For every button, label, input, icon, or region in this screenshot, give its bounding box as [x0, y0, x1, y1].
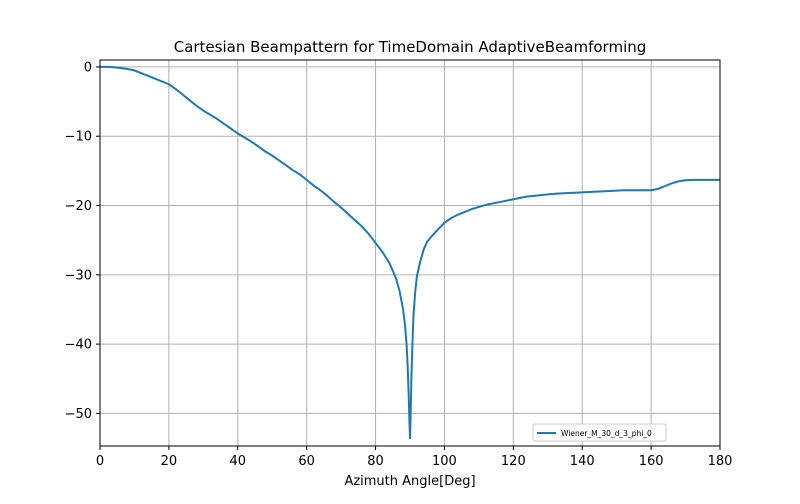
y-tick-label: −20 — [65, 199, 92, 214]
x-tick-label: 60 — [298, 454, 315, 469]
x-axis-label: Azimuth Angle[Deg] — [344, 474, 475, 489]
y-tick-label: −10 — [65, 130, 92, 145]
grid — [99, 60, 721, 446]
x-tick-label: 160 — [639, 454, 664, 469]
plot-area — [100, 65, 720, 440]
x-tick-label: 20 — [161, 454, 178, 469]
ticks: 0 20 40 60 80 100 120 140 160 180 0 −10 −20 −30 −40 −50 — [65, 60, 733, 469]
y-tick-label: −30 — [65, 268, 92, 283]
legend-box — [532, 423, 667, 442]
y-tick-label: 0 — [84, 60, 92, 75]
x-tick-label: 100 — [432, 454, 457, 469]
x-tick-label: 80 — [367, 454, 384, 469]
x-tick-label: 120 — [501, 454, 526, 469]
x-tick-label: 0 — [96, 454, 104, 469]
y-tick-label: −50 — [65, 407, 92, 422]
y-tick-label: −40 — [65, 338, 92, 353]
x-tick-label: 140 — [570, 454, 595, 469]
series-line — [100, 65, 720, 440]
legend-label: Wiener_M_30_d_3_phi_0 — [561, 429, 652, 438]
legend: Wiener_M_30_d_3_phi_0 — [532, 423, 667, 442]
axes-frame — [99, 59, 721, 447]
x-tick-label: 40 — [230, 454, 247, 469]
x-tick-label: 180 — [708, 454, 733, 469]
chart-title: Cartesian Beampattern for TimeDomain Ada… — [174, 38, 647, 56]
